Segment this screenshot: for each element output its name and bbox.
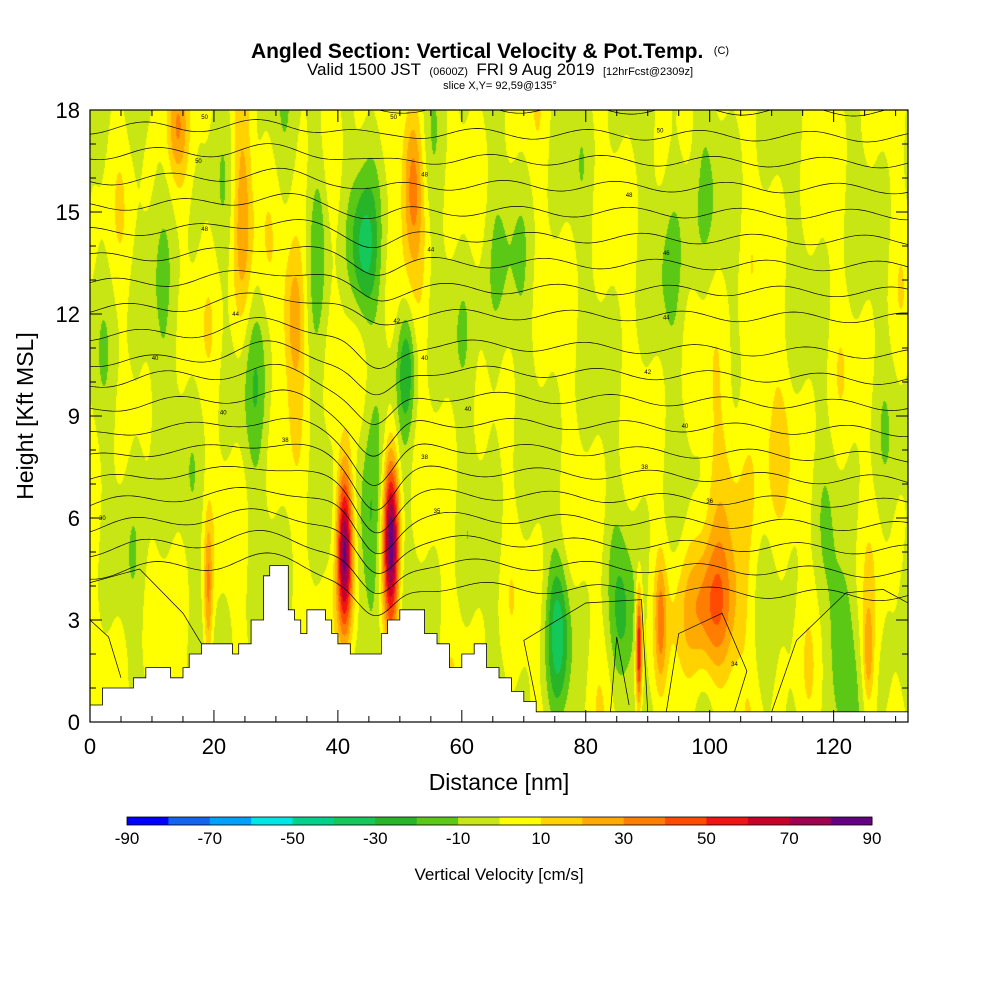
- x-axis-label: Distance [nm]: [429, 769, 570, 795]
- y-tick-label: 18: [56, 98, 80, 123]
- colorbar-swatch: [624, 817, 666, 825]
- contour-label: 30: [99, 516, 106, 522]
- contour-label: 40: [421, 356, 428, 362]
- x-tick-label: 80: [574, 734, 598, 759]
- x-tick-label: 20: [202, 734, 226, 759]
- colorbar-swatch: [334, 817, 376, 825]
- contour-label: 36: [706, 499, 713, 505]
- contour-label: 44: [427, 247, 434, 253]
- contour-label: 46: [663, 251, 670, 257]
- colorbar-tick-label: -70: [197, 829, 222, 848]
- y-tick-label: 6: [68, 506, 80, 531]
- y-tick-label: 0: [68, 710, 80, 735]
- colorbar-swatch: [417, 817, 459, 825]
- colorbar-tick-label: 50: [697, 829, 716, 848]
- contour-label: 42: [393, 319, 400, 325]
- x-tick-label: 0: [84, 734, 96, 759]
- contour-label: 38: [641, 465, 648, 471]
- colorbar-swatch: [582, 817, 624, 825]
- colorbar-tick-label: -50: [280, 829, 305, 848]
- y-tick-label: 15: [56, 200, 80, 225]
- colorbar-swatch: [789, 817, 831, 825]
- colorbar-swatch: [665, 817, 707, 825]
- colorbar: -90 -70 -50 -30 -10 10 30 50 70 90: [115, 817, 882, 848]
- colorbar-swatch: [458, 817, 500, 825]
- colorbar-tick-label: 90: [863, 829, 882, 848]
- slice-caption: slice X,Y= 92,59@135°: [443, 80, 557, 92]
- contour-label: 38: [421, 455, 428, 461]
- contour-label: 38: [282, 438, 289, 444]
- colorbar-swatch: [168, 817, 210, 825]
- colorbar-swatch: [210, 817, 252, 825]
- y-tick-label: 3: [68, 608, 80, 633]
- contour-label: 48: [201, 227, 208, 233]
- cross-section-figure: Angled Section: Vertical Velocity & Pot.…: [0, 0, 1000, 1000]
- x-tick-label: 40: [326, 734, 350, 759]
- contour-label: 40: [152, 356, 159, 362]
- colorbar-label: Vertical Velocity [cm/s]: [414, 865, 583, 884]
- vertical-velocity-field: [90, 110, 908, 722]
- colorbar-tick-label: -30: [363, 829, 388, 848]
- contour-label: 48: [421, 173, 428, 179]
- contour-label: 42: [644, 370, 651, 376]
- y-tick-label: 9: [68, 404, 80, 429]
- colorbar-swatch: [748, 817, 790, 825]
- colorbar-tick-label: 10: [531, 829, 550, 848]
- colorbar-swatch: [500, 817, 542, 825]
- colorbar-swatch: [375, 817, 417, 825]
- contour-label: 50: [201, 115, 208, 121]
- x-tick-label: 100: [691, 734, 728, 759]
- colorbar-tick-label: -10: [446, 829, 471, 848]
- contour-label: 50: [195, 159, 202, 165]
- contour-label: 44: [663, 315, 670, 321]
- x-tick-label: 60: [450, 734, 474, 759]
- y-axis-label: Height [Kft MSL]: [12, 332, 38, 499]
- colorbar-swatch: [293, 817, 335, 825]
- contour-label: 40: [465, 407, 472, 413]
- colorbar-swatch: [541, 817, 583, 825]
- colorbar-tick-label: -90: [115, 829, 140, 848]
- x-tick-label: 120: [815, 734, 852, 759]
- contour-label: 40: [682, 424, 689, 430]
- colorbar-swatch: [251, 817, 293, 825]
- colorbar-tick-label: 30: [614, 829, 633, 848]
- contour-label: 34: [731, 662, 738, 668]
- contour-label: 50: [657, 128, 664, 134]
- colorbar-swatch: [831, 817, 873, 825]
- contour-label: 35: [434, 509, 441, 515]
- y-tick-label: 12: [56, 302, 80, 327]
- contour-label: 44: [232, 312, 239, 318]
- colorbar-swatch: [706, 817, 748, 825]
- contour-label: 50: [390, 115, 397, 121]
- colorbar-tick-label: 70: [780, 829, 799, 848]
- contour-label: 40: [220, 411, 227, 417]
- contour-label: 48: [626, 193, 633, 199]
- colorbar-swatch: [127, 817, 169, 825]
